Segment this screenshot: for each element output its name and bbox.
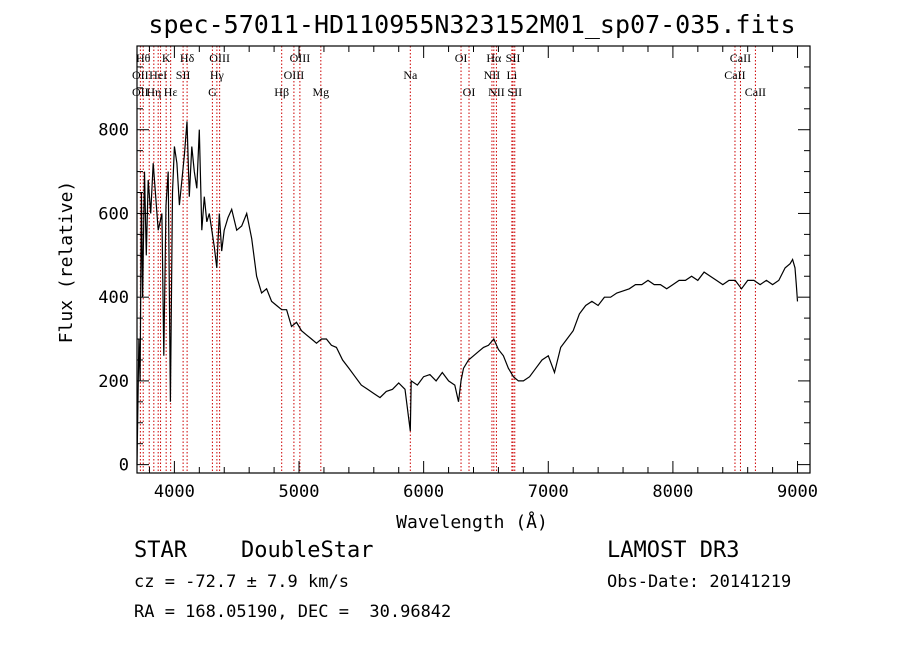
y-tick-label: 600 bbox=[98, 204, 129, 224]
line-label: OII bbox=[132, 68, 149, 82]
line-label: Hθ bbox=[136, 51, 151, 65]
y-axis-ticks: 0 200 400 600 800 bbox=[98, 66, 810, 476]
observation-date: Obs-Date: 20141219 bbox=[607, 572, 792, 592]
chart-title: spec-57011-HD110955N323152M01_sp07-035.f… bbox=[148, 10, 795, 39]
line-label: CaII bbox=[724, 68, 745, 82]
y-tick-label: 200 bbox=[98, 372, 129, 392]
line-label: NII bbox=[488, 85, 505, 99]
plot-frame bbox=[136, 45, 811, 474]
line-label: SII bbox=[507, 85, 522, 99]
line-label: CaII bbox=[730, 51, 751, 65]
y-axis-label: Flux (relative) bbox=[56, 181, 77, 344]
line-label: CaII bbox=[745, 85, 766, 99]
line-label: OIII bbox=[284, 68, 305, 82]
line-label: Hβ bbox=[274, 85, 289, 99]
line-label: OI bbox=[455, 51, 468, 65]
redshift-velocity: cz = -72.7 ± 7.9 km/s bbox=[134, 572, 349, 592]
coordinates: RA = 168.05190, DEC = 30.96842 bbox=[134, 602, 452, 622]
x-tick-label: 7000 bbox=[528, 482, 569, 502]
x-tick-label: 9000 bbox=[777, 482, 818, 502]
line-label: Mg bbox=[312, 85, 329, 99]
y-tick-label: 0 bbox=[119, 456, 129, 476]
line-labels: Hθ OII OII K HeI Hη Hε Hδ SII OIII Hγ G OIII OIII Hβ Mg… bbox=[132, 51, 766, 99]
line-label: Hγ bbox=[210, 68, 225, 82]
line-label: G bbox=[208, 85, 217, 99]
x-tick-label: 8000 bbox=[652, 482, 693, 502]
line-label: OIII bbox=[209, 51, 230, 65]
x-tick-label: 6000 bbox=[403, 482, 444, 502]
spectrum-series-line bbox=[136, 121, 799, 465]
survey-name: LAMOST DR3 bbox=[607, 538, 740, 563]
line-label: K bbox=[162, 51, 171, 65]
line-label: Hδ bbox=[180, 51, 195, 65]
line-label: NII bbox=[484, 68, 501, 82]
x-axis-label: Wavelength (Å) bbox=[396, 511, 548, 533]
line-markers bbox=[139, 46, 756, 473]
line-label: SII bbox=[176, 68, 191, 82]
line-label: Hη bbox=[146, 85, 161, 99]
x-tick-label: 4000 bbox=[154, 482, 195, 502]
y-tick-label: 400 bbox=[98, 288, 129, 308]
object-subclass: DoubleStar bbox=[241, 538, 374, 563]
x-tick-label: 5000 bbox=[279, 482, 320, 502]
line-label: Hα bbox=[486, 51, 502, 65]
x-axis-ticks: 4000 5000 6000 7000 8000 9000 bbox=[148, 46, 818, 502]
line-label: SII bbox=[506, 51, 521, 65]
y-tick-label: 800 bbox=[98, 121, 129, 141]
object-class: STAR bbox=[134, 538, 187, 563]
line-label: OI bbox=[463, 85, 476, 99]
line-label: Li bbox=[507, 68, 518, 82]
line-label: Hε bbox=[164, 85, 178, 99]
line-label: OIII bbox=[290, 51, 311, 65]
line-label: OII bbox=[132, 85, 149, 99]
line-label: HeI bbox=[149, 68, 167, 82]
line-label: Na bbox=[403, 68, 418, 82]
